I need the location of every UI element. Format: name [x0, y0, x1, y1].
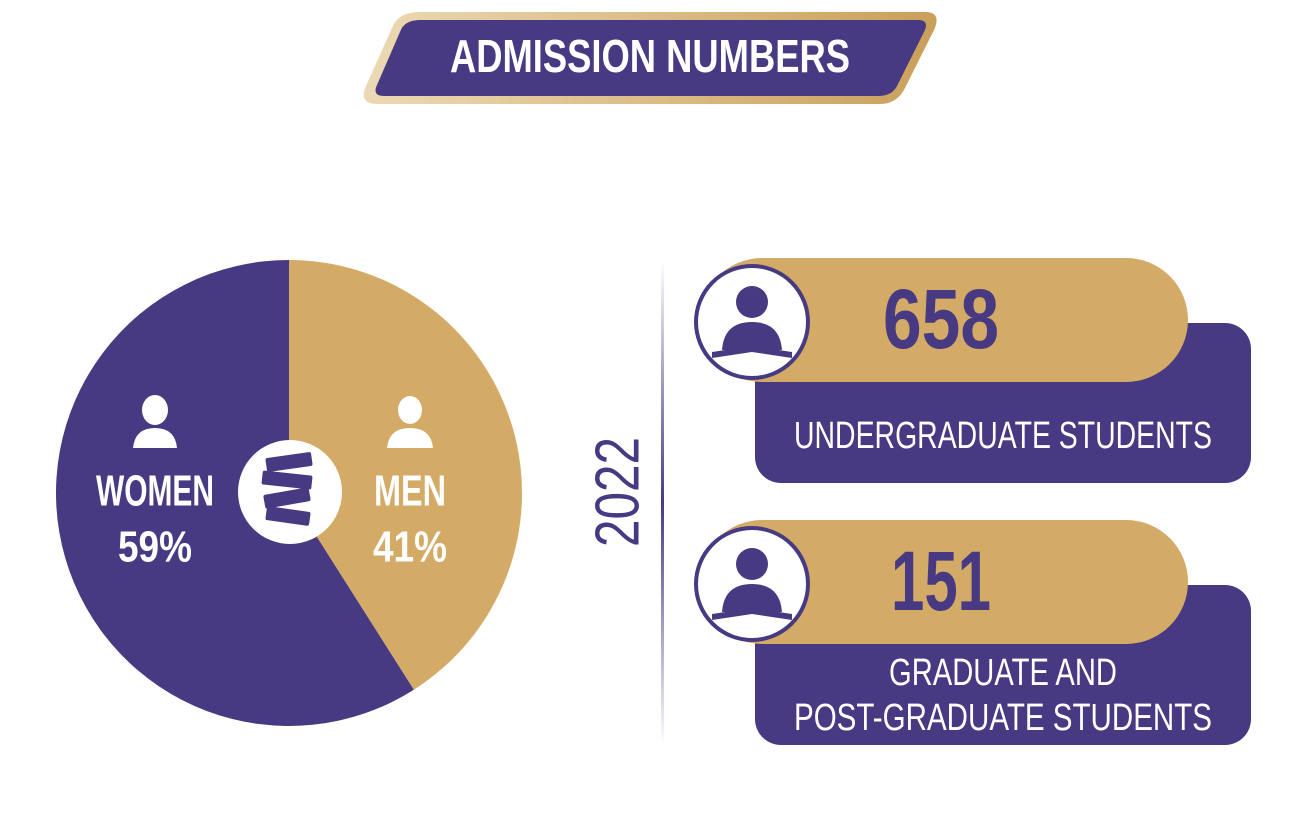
stat-card-gold — [700, 258, 1188, 382]
avatar-book — [712, 346, 792, 358]
man-icon — [387, 396, 433, 448]
title: ADMISSION NUMBERS — [450, 30, 850, 82]
woman-icon — [133, 395, 177, 448]
avatar-head — [736, 548, 768, 580]
books-icon — [261, 452, 313, 526]
avatar-body — [722, 584, 782, 612]
slice-label: MEN — [374, 467, 446, 516]
stat-label: UNDERGRADUATE STUDENTS — [794, 415, 1212, 457]
slice-value-label: 41% — [373, 523, 447, 572]
pie-slice — [289, 260, 523, 690]
avatar-book — [712, 608, 792, 620]
stat-card-gold — [700, 520, 1188, 644]
pie-slice — [56, 260, 414, 726]
stat-label: POST-GRADUATE STUDENTS — [794, 697, 1212, 739]
stat-label: GRADUATE AND — [889, 652, 1117, 694]
slice-label: WOMEN — [96, 467, 214, 516]
year: 2022 — [583, 437, 652, 547]
divider — [661, 260, 664, 746]
stats: 658 UNDERGRADUATE STUDENTS 151 GRADUATE AND… — [694, 258, 1251, 745]
avatar-body — [722, 322, 782, 350]
stat-number: 151 — [891, 534, 991, 628]
title-banner — [375, 20, 926, 96]
slice-value-label: 59% — [118, 523, 192, 572]
stat-number: 658 — [883, 272, 999, 366]
pie-chart — [56, 260, 523, 726]
avatar-head — [736, 286, 768, 318]
